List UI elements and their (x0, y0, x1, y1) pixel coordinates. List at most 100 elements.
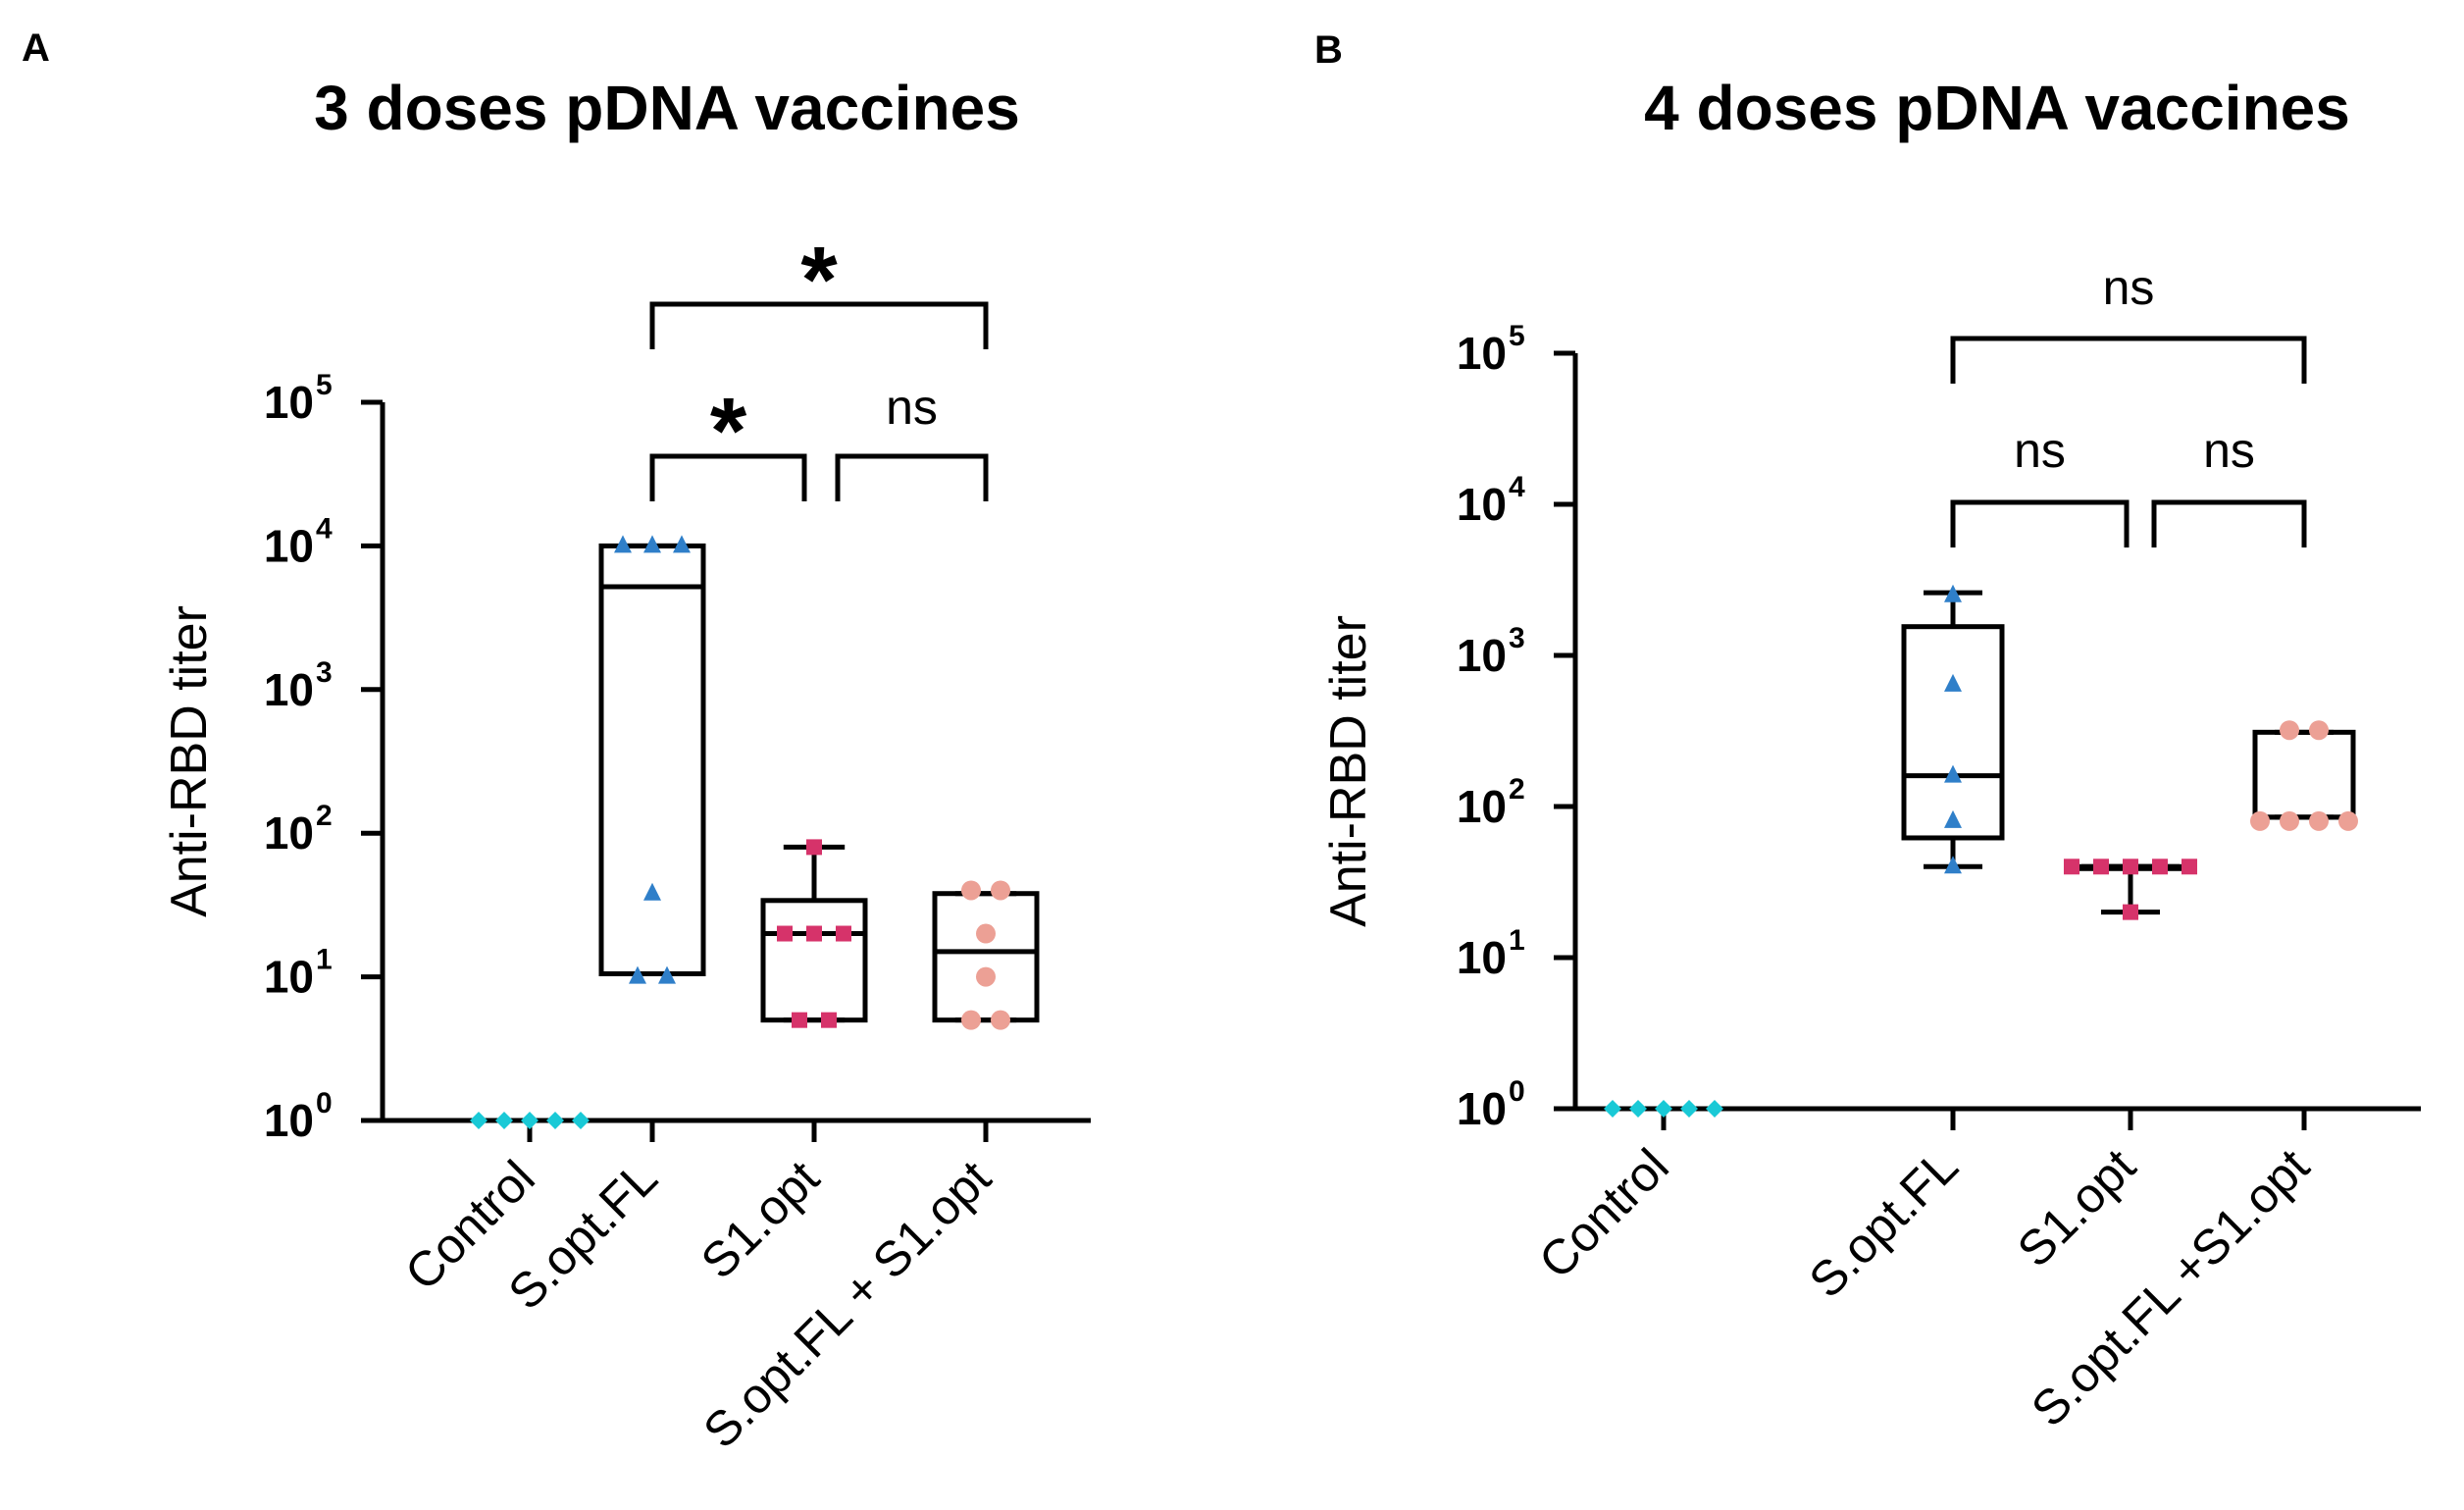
data-point-diamond (572, 1112, 590, 1129)
significance-bracket (1950, 336, 2307, 384)
data-point-circle (2280, 810, 2299, 831)
y-tick-label: 10 (264, 377, 314, 428)
data-point-diamond (1706, 1100, 1723, 1118)
y-tick-label: 10 (1457, 479, 1507, 530)
data-point-triangle (614, 535, 632, 553)
data-point-triangle (658, 965, 676, 984)
x-category-label: S.opt.FL (1799, 1138, 1969, 1308)
chart-title: 4 doses pDNA vaccines (1644, 73, 2350, 143)
y-tick-exponent: 0 (1509, 1075, 1525, 1108)
y-tick-exponent: 4 (316, 512, 333, 545)
box-body (1901, 624, 2005, 841)
significance-bracket (2151, 499, 2307, 547)
data-point-diamond (1680, 1100, 1698, 1118)
x-category-label: S1.opt (691, 1150, 830, 1289)
y-tick-label: 10 (1457, 328, 1507, 379)
data-point-square (2152, 859, 2168, 875)
y-tick-exponent: 3 (1509, 622, 1525, 654)
x-category-label: S.opt.FL + S1.opt (693, 1150, 1001, 1459)
data-point-circle (2250, 810, 2270, 831)
x-category-label: Control (1528, 1138, 1679, 1289)
data-point-circle (2309, 720, 2329, 741)
data-point-triangle (643, 882, 661, 901)
data-point-circle (976, 923, 996, 944)
data-point-square (806, 839, 822, 856)
data-point-circle (961, 1010, 981, 1030)
y-tick-label: 10 (264, 520, 314, 571)
data-point-triangle (673, 535, 691, 553)
data-point-square (821, 1012, 837, 1028)
y-axis-label: Anti-RBD titer (161, 605, 218, 917)
data-point-circle (991, 1010, 1010, 1030)
y-tick-exponent: 4 (1509, 471, 1525, 503)
chart-title: 3 doses pDNA vaccines (314, 73, 1020, 143)
y-axis-label: Anti-RBD titer (1320, 615, 1377, 927)
data-point-circle (2338, 810, 2358, 831)
data-point-circle (976, 966, 996, 987)
data-point-square (806, 925, 822, 942)
data-point-diamond (470, 1112, 488, 1129)
data-point-square (792, 1012, 807, 1028)
significance-bracket (1950, 499, 2130, 547)
y-tick-label: 10 (1457, 781, 1507, 832)
significance-label: * (710, 379, 747, 484)
y-tick-label: 10 (264, 664, 314, 715)
significance-label: ns (886, 380, 938, 435)
significance-label: * (800, 228, 838, 333)
y-tick-exponent: 5 (316, 369, 333, 401)
data-point-triangle (1944, 584, 1962, 602)
y-tick-exponent: 1 (1509, 924, 1525, 957)
x-category-label: S1.opt (2007, 1138, 2146, 1277)
data-point-circle (961, 880, 981, 901)
panel-label: A (22, 26, 50, 70)
data-point-triangle (1944, 856, 1962, 874)
data-point-square (836, 925, 851, 942)
data-point-square (2064, 859, 2079, 875)
y-tick-exponent: 2 (1509, 773, 1525, 806)
y-tick-label: 10 (264, 1095, 314, 1146)
significance-label: ns (2014, 423, 2066, 478)
data-point-square (777, 925, 793, 942)
significance-label: ns (2203, 423, 2255, 478)
data-point-diamond (1655, 1100, 1672, 1118)
y-tick-exponent: 2 (316, 800, 333, 832)
data-point-diamond (1629, 1100, 1647, 1118)
y-tick-exponent: 3 (316, 656, 333, 689)
box-body (598, 543, 706, 976)
y-tick-label: 10 (264, 952, 314, 1003)
significance-bracket (649, 453, 807, 501)
data-point-diamond (495, 1112, 513, 1129)
data-point-square (2182, 859, 2197, 875)
significance-bracket (649, 301, 989, 349)
y-tick-exponent: 1 (316, 944, 333, 976)
data-point-circle (991, 880, 1010, 901)
y-tick-label: 10 (1457, 932, 1507, 983)
data-point-circle (2309, 810, 2329, 831)
y-tick-exponent: 5 (1509, 320, 1525, 352)
significance-label: ns (2103, 260, 2155, 315)
y-tick-label: 10 (264, 807, 314, 859)
y-tick-label: 10 (1457, 630, 1507, 681)
box-body (2252, 729, 2356, 820)
data-point-circle (2280, 720, 2299, 741)
data-point-diamond (1604, 1100, 1621, 1118)
data-point-diamond (546, 1112, 564, 1129)
data-point-square (2123, 904, 2138, 920)
data-point-triangle (1944, 809, 1962, 828)
panel-label: B (1314, 28, 1343, 72)
data-point-triangle (643, 535, 661, 553)
data-point-triangle (1944, 673, 1962, 692)
data-point-triangle (1944, 764, 1962, 783)
y-tick-exponent: 0 (316, 1087, 333, 1119)
box-body (932, 891, 1040, 1023)
data-point-triangle (629, 965, 646, 984)
data-point-square (2123, 859, 2138, 875)
y-tick-label: 10 (1457, 1083, 1507, 1134)
data-point-square (2093, 859, 2109, 875)
data-point-diamond (521, 1112, 539, 1129)
significance-bracket (835, 453, 989, 501)
